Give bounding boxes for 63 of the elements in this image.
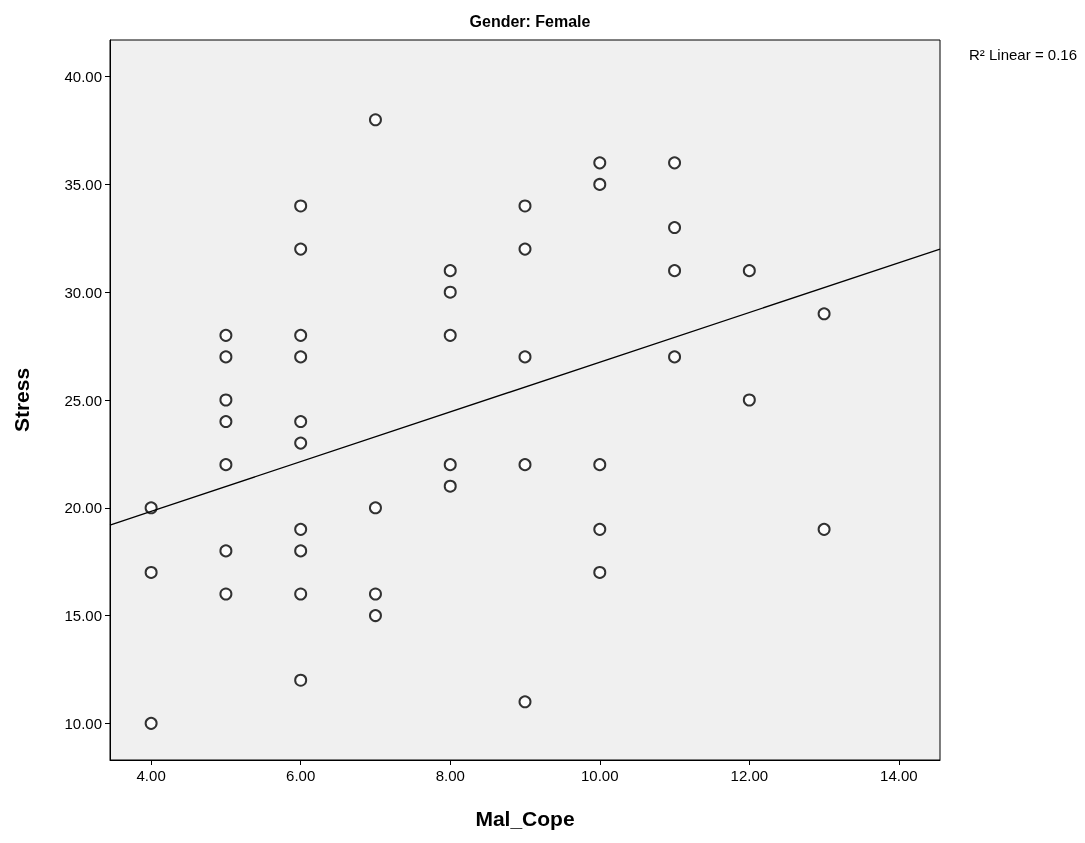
point: [294, 522, 308, 536]
point: [817, 522, 831, 536]
point: [144, 565, 158, 579]
point: [219, 393, 233, 407]
y-tick-label: 10.00: [64, 714, 102, 732]
point: [368, 501, 382, 515]
point: [443, 479, 457, 493]
y-tick-label: 30.00: [64, 283, 102, 301]
point: [593, 522, 607, 536]
x-tick-label: 12.00: [730, 767, 769, 784]
point: [668, 156, 682, 170]
point: [518, 695, 532, 709]
point: [368, 587, 382, 601]
x-tick-label: 8.00: [435, 767, 465, 784]
y-tick-label: 25.00: [64, 391, 102, 409]
point: [219, 458, 233, 472]
point: [219, 350, 233, 364]
point: [518, 350, 532, 364]
point: [518, 199, 532, 213]
point: [668, 350, 682, 364]
point: [294, 587, 308, 601]
chart-title: Gender: Female: [469, 12, 591, 30]
point: [443, 285, 457, 299]
point: [294, 436, 308, 450]
y-tick-label: 40.00: [64, 68, 102, 86]
point: [219, 587, 233, 601]
point: [294, 199, 308, 213]
x-tick-label: 6.00: [286, 767, 316, 784]
point: [144, 716, 158, 730]
point: [443, 328, 457, 342]
point: [219, 328, 233, 342]
point: [817, 307, 831, 321]
point: [443, 458, 457, 472]
point: [294, 415, 308, 429]
point: [518, 458, 532, 472]
point: [593, 177, 607, 191]
point: [668, 264, 682, 278]
x-axis-title: Mal_Cope: [475, 807, 575, 830]
y-tick-label: 20.00: [64, 499, 102, 517]
point: [219, 544, 233, 558]
point: [368, 609, 382, 623]
point: [294, 350, 308, 364]
point: [294, 242, 308, 256]
y-tick-label: 15.00: [64, 607, 102, 625]
point: [593, 156, 607, 170]
point: [443, 264, 457, 278]
x-tick-label: 4.00: [136, 767, 166, 784]
point: [742, 264, 756, 278]
text: R² Linear = 0.16: [969, 46, 1077, 63]
y-tick-label: 35.00: [64, 175, 102, 193]
x-tick-label: 14.00: [880, 767, 918, 784]
point: [219, 415, 233, 429]
point: [294, 328, 308, 342]
x-tick-label: 10.00: [581, 767, 619, 784]
point: [518, 242, 532, 256]
point: [742, 393, 756, 407]
point: [593, 458, 607, 472]
y-axis-title: Stress: [10, 367, 33, 433]
point: [668, 221, 682, 235]
point: [368, 113, 382, 127]
point: [294, 544, 308, 558]
point: [294, 673, 308, 687]
point: [593, 565, 607, 579]
